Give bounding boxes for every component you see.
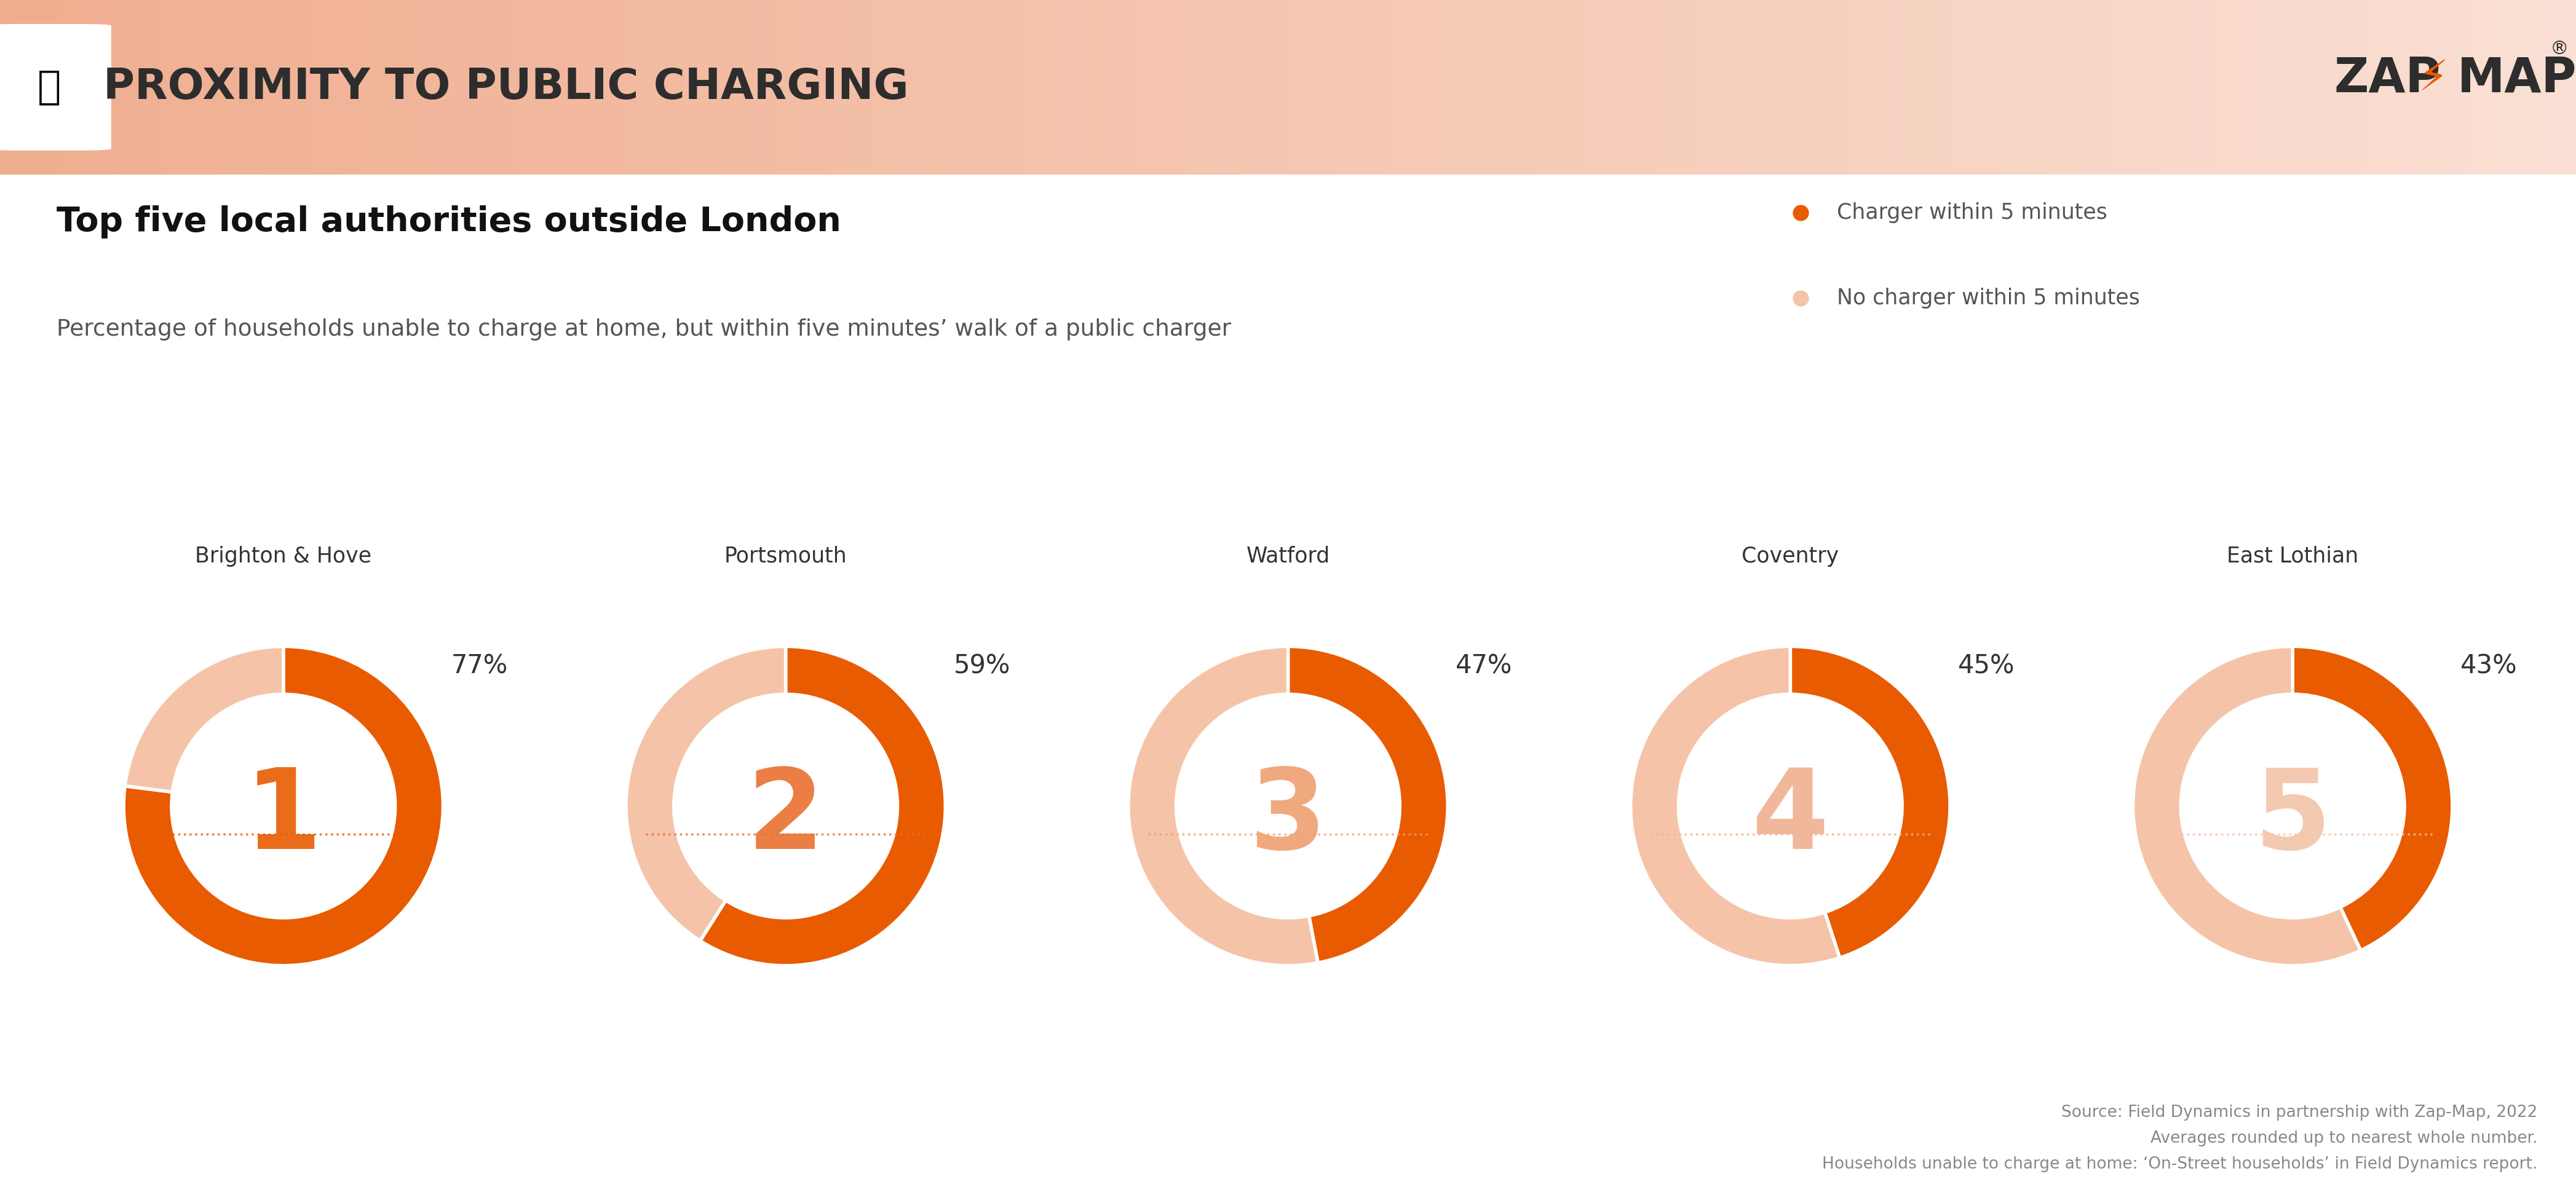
Point [1780, 203, 1821, 223]
Wedge shape [1288, 646, 1448, 962]
Text: 4: 4 [1752, 764, 1829, 872]
Text: MAP: MAP [2458, 55, 2576, 102]
Wedge shape [124, 646, 443, 966]
Text: Watford: Watford [1247, 546, 1329, 567]
Wedge shape [124, 646, 283, 792]
Text: ⚡: ⚡ [2419, 58, 2447, 99]
Wedge shape [2293, 646, 2452, 950]
Text: 45%: 45% [1958, 653, 2014, 680]
Text: 3: 3 [1249, 764, 1327, 872]
Text: 43%: 43% [2460, 653, 2517, 680]
Text: ZAP: ZAP [2334, 55, 2439, 102]
Text: 59%: 59% [953, 653, 1010, 680]
Text: ®: ® [2550, 40, 2568, 58]
Text: 77%: 77% [451, 653, 507, 680]
Text: 1: 1 [245, 764, 322, 872]
Text: East Lothian: East Lothian [2226, 546, 2360, 567]
Wedge shape [1790, 646, 1950, 958]
Text: 2: 2 [747, 764, 824, 872]
Wedge shape [626, 646, 786, 941]
Wedge shape [1631, 646, 1839, 966]
Text: PROXIMITY TO PUBLIC CHARGING: PROXIMITY TO PUBLIC CHARGING [103, 66, 909, 108]
Text: No charger within 5 minutes: No charger within 5 minutes [1837, 288, 2141, 308]
Wedge shape [1128, 646, 1319, 966]
Text: Top five local authorities outside London: Top five local authorities outside Londo… [57, 206, 842, 238]
FancyBboxPatch shape [0, 24, 111, 150]
Wedge shape [2133, 646, 2360, 966]
Text: 47%: 47% [1455, 653, 1512, 680]
Text: Coventry: Coventry [1741, 546, 1839, 567]
Text: Charger within 5 minutes: Charger within 5 minutes [1837, 202, 2107, 223]
Point [1780, 289, 1821, 308]
Text: Portsmouth: Portsmouth [724, 546, 848, 567]
Text: Brighton & Hove: Brighton & Hove [196, 546, 371, 567]
Text: Source: Field Dynamics in partnership with Zap-Map, 2022
Averages rounded up to : Source: Field Dynamics in partnership wi… [1821, 1104, 2537, 1172]
Text: 5: 5 [2254, 764, 2331, 872]
Wedge shape [701, 646, 945, 966]
Text: Percentage of households unable to charge at home, but within five minutes’ walk: Percentage of households unable to charg… [57, 319, 1231, 340]
Text: ⛽: ⛽ [36, 69, 62, 106]
